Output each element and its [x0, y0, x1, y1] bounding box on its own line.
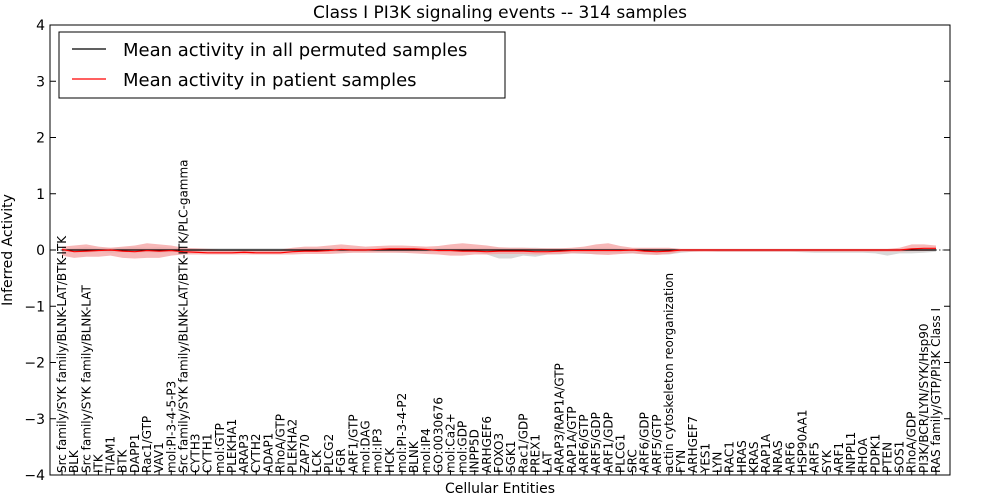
legend-box	[58, 31, 506, 99]
x-tick-label: NRAS	[771, 440, 785, 473]
x-tick-label: INPP5D	[468, 429, 482, 473]
x-tick-label: FGR	[334, 448, 348, 473]
x-tick-label: ARF5	[808, 442, 822, 473]
y-tick-label: −3	[24, 412, 45, 428]
y-axis: −4 −3 −2 −1 0 1 2 3 4	[24, 18, 950, 484]
x-tick-label: FOXO3	[492, 433, 506, 473]
x-tick-label: DAPP1	[128, 434, 142, 473]
x-tick-label: Src family/SYK family/BLNK-LAT	[79, 284, 93, 473]
y-tick-label: 3	[36, 74, 45, 90]
y-tick-label: 2	[36, 131, 45, 147]
x-tick-label: Src family/SYK family/BLNK-LAT/BTK-ITK	[55, 235, 69, 473]
x-tick-label: RHOA	[856, 437, 870, 473]
x-tick-label: mol:PI-3-4-P2	[395, 393, 409, 473]
x-tick-label: actin cytoskeleton reorganization	[662, 273, 676, 473]
y-axis-label: Inferred Activity	[0, 194, 16, 306]
x-tick-label: RAS family/GTP/PI3K Class I	[929, 308, 943, 473]
x-tick-label: ARF6	[783, 442, 797, 473]
x-tick-label: PI3K/BCR/LYN/SYK/Hsp90	[917, 323, 931, 473]
x-tick-label: Rac1/GTP	[140, 416, 154, 473]
legend-permuted-label: Mean activity in all permuted samples	[123, 40, 467, 61]
x-axis: Src family/SYK family/BLNK-LAT/BTK-ITKBL…	[55, 159, 943, 475]
x-tick-label: Src family/SYK family/BLNK-LAT/BTK-ITK/P…	[176, 159, 190, 473]
x-tick-label: RAC1	[723, 441, 737, 473]
chart-title: Class I PI3K signaling events -- 314 sam…	[313, 3, 687, 23]
x-tick-label: SRC	[626, 449, 640, 473]
x-tick-label: PLCG2	[322, 434, 336, 473]
x-tick-label: RhoA/GDP	[905, 412, 919, 473]
x-tick-label: ARHGEF7	[686, 416, 700, 473]
x-tick-label: ARF5/GTP	[650, 414, 664, 473]
x-tick-label: HSP90AA1	[795, 409, 809, 473]
y-tick-label: 0	[36, 243, 45, 259]
x-tick-label: PREX1	[528, 434, 542, 473]
x-tick-label: ARF6/GDP	[638, 412, 652, 473]
x-tick-label: YES1	[698, 443, 712, 474]
series-lines	[61, 247, 936, 254]
x-tick-label: RhoA/GTP	[274, 414, 288, 473]
x-tick-label: ARAP3/RAP1A/GTP	[553, 363, 567, 473]
x-tick-label: mol:IP3	[371, 428, 385, 473]
patient-series-line	[61, 247, 936, 254]
legend-patient-label: Mean activity in patient samples	[123, 70, 417, 91]
x-tick-label: VAV1	[152, 442, 166, 473]
x-tick-label: ADAP1	[261, 433, 275, 473]
x-tick-label: PLCG1	[613, 434, 627, 473]
y-tick-label: 1	[36, 187, 45, 203]
x-tick-label: CYTH3	[189, 434, 203, 474]
x-tick-label: mol:DAG	[358, 420, 372, 473]
x-tick-label: ARHGEF6	[480, 416, 494, 473]
y-tick-label: 4	[36, 18, 45, 34]
x-tick-label: ARF6/GTP	[577, 414, 591, 473]
x-tick-label: INPPL1	[844, 432, 858, 473]
x-tick-label: LAT	[541, 451, 555, 473]
x-tick-label: ARF1/GDP	[601, 412, 615, 473]
x-tick-label: Rac1/GDP	[516, 414, 530, 473]
x-tick-label: TIAM1	[104, 436, 118, 474]
x-tick-label: mol:IP4	[419, 428, 433, 473]
legend: Mean activity in all permuted samples Me…	[58, 31, 506, 99]
x-tick-label: CYTH2	[249, 434, 263, 474]
x-tick-label: PLEKHA1	[225, 419, 239, 473]
x-tick-label: KRAS	[747, 441, 761, 473]
x-tick-label: ARF5/GDP	[589, 412, 603, 473]
y-tick-label: −4	[24, 468, 45, 484]
x-tick-label: mol:GDP	[456, 421, 470, 473]
x-tick-label: ZAP70	[298, 434, 312, 473]
x-tick-label: SYK	[820, 449, 834, 473]
x-tick-label: SOS1	[893, 441, 907, 473]
x-tick-label: LYN	[711, 452, 725, 473]
x-tick-label: ITK	[91, 453, 105, 473]
x-tick-label: BLK	[67, 449, 81, 473]
x-tick-label: RAP1A/GTP	[565, 406, 579, 473]
x-tick-label: PLEKHA2	[286, 419, 300, 473]
x-tick-label: BLNK	[407, 440, 421, 473]
x-tick-label: SGK1	[504, 441, 518, 473]
x-tick-label: mol:PI-3-4-5-P3	[164, 381, 178, 473]
x-tick-label: HCK	[383, 447, 397, 473]
x-tick-label: RAP1A	[759, 433, 773, 473]
x-tick-label: ARF1	[832, 442, 846, 473]
x-tick-label: FYN	[674, 450, 688, 473]
x-axis-label: Cellular Entities	[445, 481, 555, 497]
x-tick-label: HRAS	[735, 440, 749, 473]
y-tick-label: −2	[24, 356, 45, 372]
x-tick-label: PTEN	[880, 442, 894, 473]
x-tick-label: ARF1/GTP	[346, 414, 360, 473]
x-tick-label: ARAP3	[237, 434, 251, 473]
y-tick-label: −1	[24, 299, 45, 315]
x-tick-label: mol:Ca2+	[443, 413, 457, 473]
x-tick-label: BTK	[116, 448, 130, 473]
x-tick-label: CYTH1	[201, 434, 215, 474]
x-tick-label: LCK	[310, 449, 324, 473]
x-tick-label: mol:GTP	[213, 423, 227, 473]
x-tick-label: GO:0030676	[431, 397, 445, 473]
x-tick-label: PDPK1	[868, 434, 882, 473]
